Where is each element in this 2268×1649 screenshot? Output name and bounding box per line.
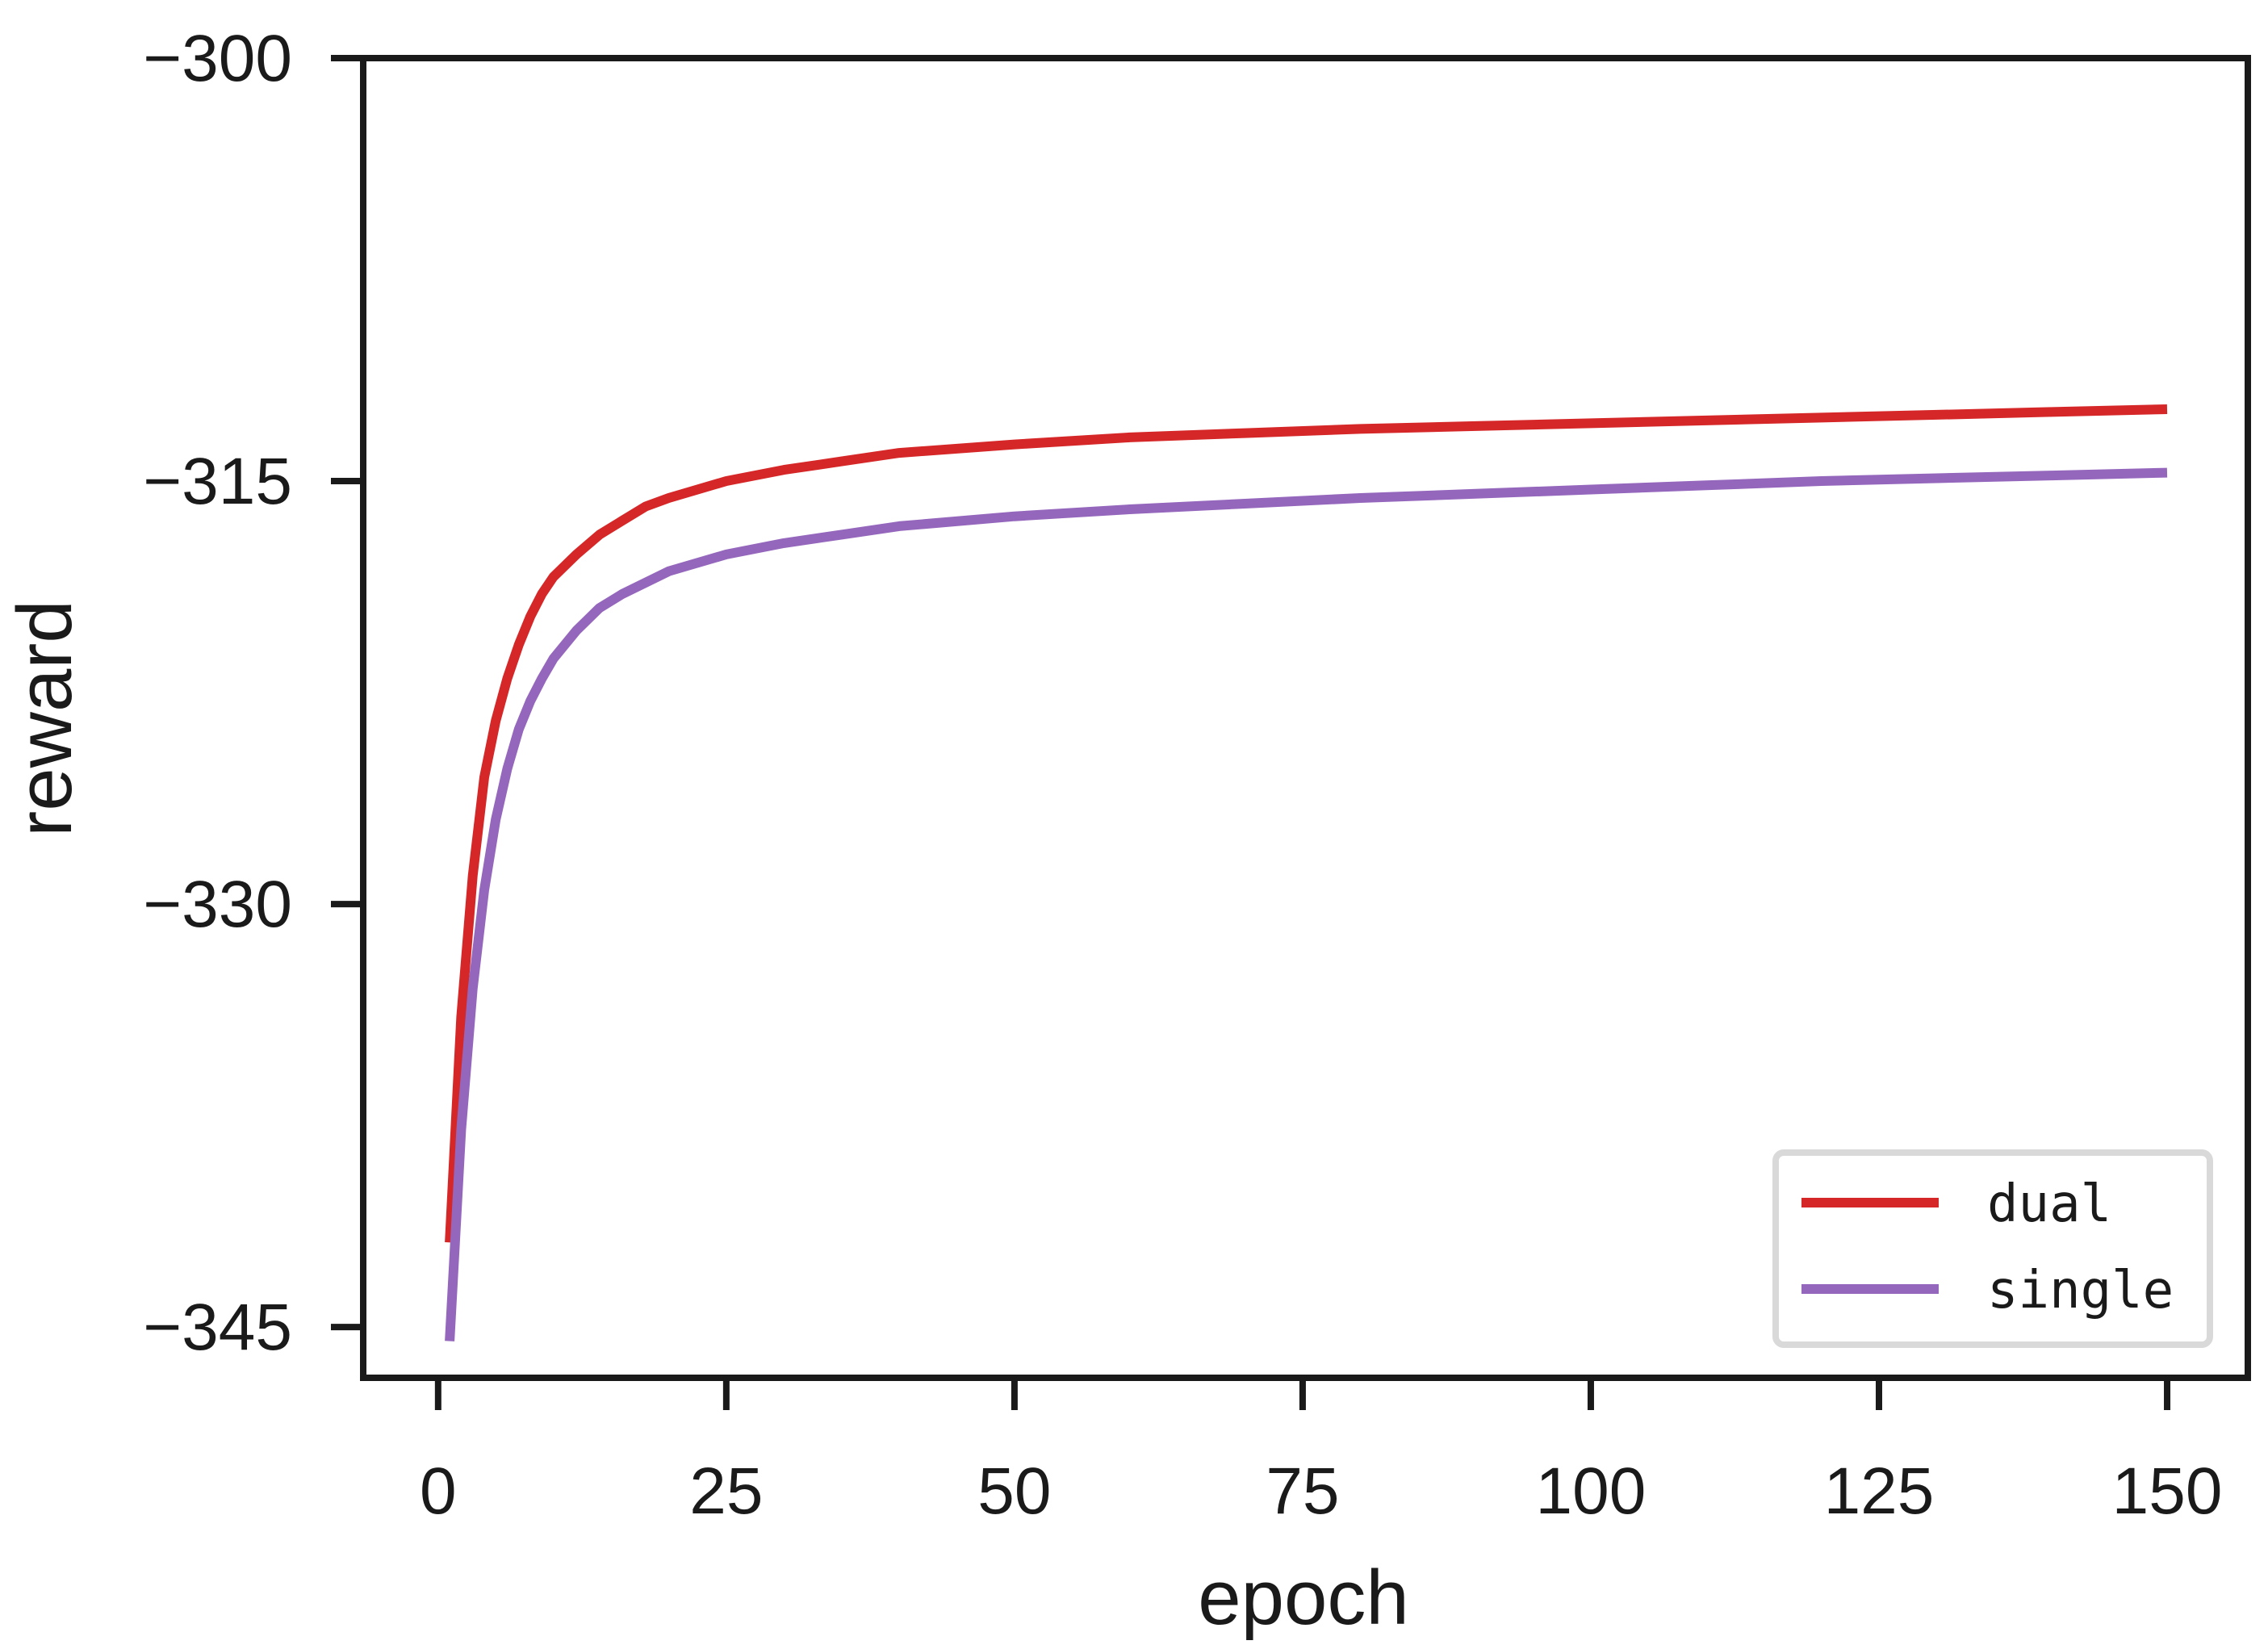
y-tick-label: −330 — [143, 868, 292, 941]
x-tick-label: 100 — [1536, 1454, 1647, 1528]
plot-lines — [445, 404, 2168, 1341]
x-axis-ticks: 0 25 50 75 100 125 150 — [420, 1378, 2222, 1528]
x-tick-label: 150 — [2112, 1454, 2223, 1528]
y-tick-label: −345 — [143, 1291, 292, 1364]
x-tick-label: 25 — [689, 1454, 763, 1528]
legend-label-single: single — [1987, 1261, 2174, 1320]
x-tick-label: 50 — [977, 1454, 1051, 1528]
y-axis-label: reward — [2, 600, 88, 836]
x-tick-label: 75 — [1266, 1454, 1339, 1528]
legend: dual single — [1772, 1149, 2213, 1348]
x-tick-label: 125 — [1824, 1454, 1935, 1528]
series-line-single — [445, 467, 2168, 1341]
series-line-dual — [445, 404, 2168, 1243]
y-tick-label: −300 — [143, 22, 292, 95]
y-axis-ticks: −300 −315 −330 −345 — [143, 22, 363, 1364]
x-tick-label: 0 — [420, 1454, 457, 1528]
y-tick-label: −315 — [143, 445, 292, 518]
x-axis-label: epoch — [1198, 1555, 1409, 1641]
legend-label-dual: dual — [1987, 1174, 2111, 1234]
